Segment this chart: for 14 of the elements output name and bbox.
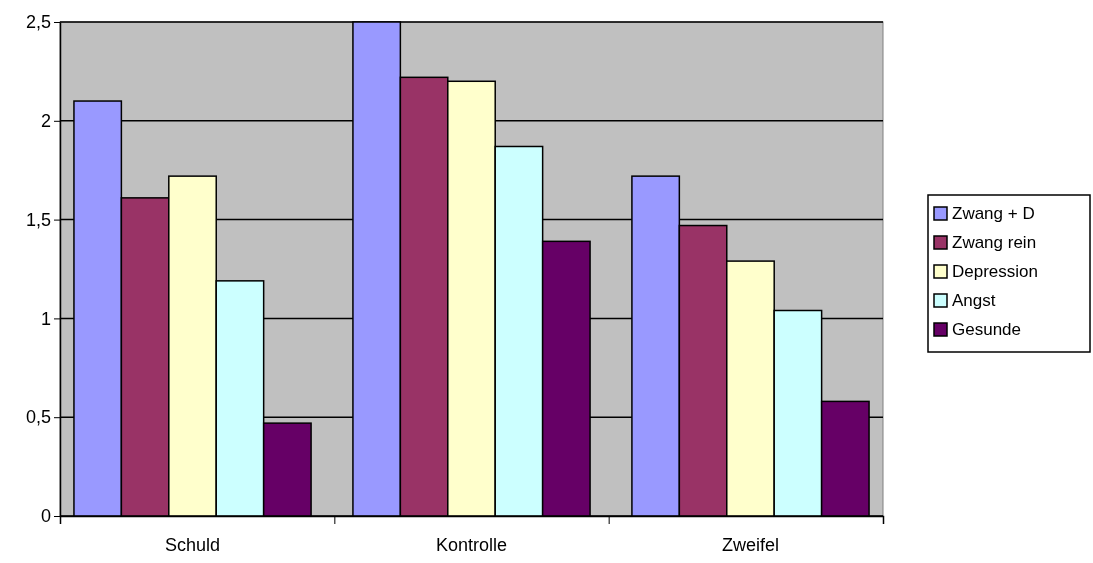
- y-tick-label: 1,5: [25, 209, 51, 230]
- legend-label: Depression: [952, 262, 1038, 281]
- y-tick-label: 1: [40, 308, 51, 329]
- legend-label: Zwang + D: [952, 204, 1035, 223]
- legend-label: Angst: [952, 291, 996, 310]
- y-tick-label: 0,5: [25, 407, 51, 428]
- x-tick-label: Kontrolle: [435, 535, 508, 555]
- x-tick-label: Schuld: [164, 535, 221, 555]
- y-tick-label: 2: [40, 111, 51, 132]
- legend-label: Gesunde: [952, 320, 1021, 339]
- x-tick-label: Zweifel: [721, 535, 779, 555]
- y-tick-label: 2,5: [25, 12, 51, 33]
- y-tick-label: 0: [40, 506, 51, 527]
- legend-label: Zwang rein: [952, 233, 1037, 252]
